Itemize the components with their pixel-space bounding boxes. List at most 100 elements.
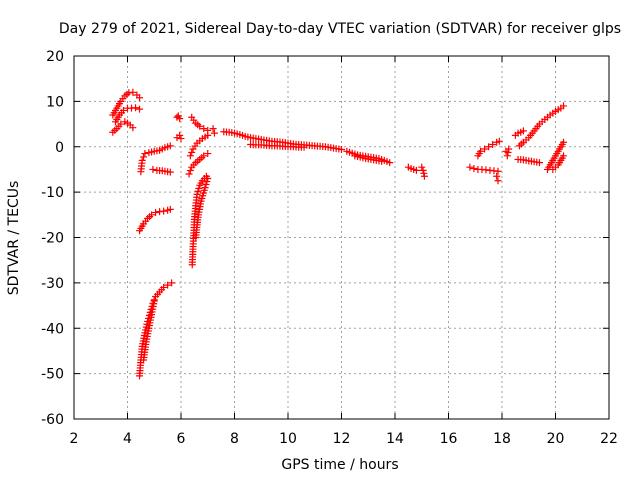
data-points xyxy=(109,88,568,380)
data-point xyxy=(378,157,386,165)
data-point xyxy=(186,152,194,160)
data-point xyxy=(338,145,345,153)
data-point xyxy=(136,105,144,113)
data-point xyxy=(300,143,308,151)
series-arc-ab xyxy=(515,102,568,150)
data-point xyxy=(200,125,208,133)
series-arc-z xyxy=(502,145,513,160)
series-arc-t xyxy=(351,152,386,165)
series-arc-ac xyxy=(514,155,543,167)
data-point xyxy=(420,169,428,177)
series-arc-aa xyxy=(511,127,527,139)
data-point xyxy=(160,207,168,215)
data-point xyxy=(196,122,204,130)
data-point xyxy=(129,124,137,132)
data-point xyxy=(185,170,193,178)
data-point xyxy=(129,88,137,96)
data-point xyxy=(119,106,127,114)
y-tick-label: 0 xyxy=(55,140,64,156)
chart-title: Day 279 of 2021, Sidereal Day-to-day VTE… xyxy=(59,21,621,37)
data-point xyxy=(193,190,201,198)
data-point xyxy=(419,166,427,174)
x-tick-label: 10 xyxy=(279,431,297,447)
data-point xyxy=(136,94,144,102)
data-point xyxy=(141,150,149,158)
x-tick-label: 20 xyxy=(547,431,565,447)
x-tick-label: 22 xyxy=(600,431,618,447)
x-tick-label: 12 xyxy=(333,431,351,447)
series-arc-a xyxy=(109,88,144,119)
series-arc-y xyxy=(493,172,502,185)
data-point xyxy=(209,125,217,133)
series-arc-r xyxy=(247,140,308,151)
data-point xyxy=(485,143,493,151)
y-tick-label: 10 xyxy=(46,94,64,110)
data-point xyxy=(503,152,511,160)
series-arc-e xyxy=(149,165,174,176)
data-point xyxy=(412,166,420,174)
x-tick-label: 18 xyxy=(493,431,511,447)
data-point xyxy=(201,184,209,192)
x-axis-label: GPS time / hours xyxy=(281,457,398,473)
data-point xyxy=(495,137,503,145)
data-point xyxy=(494,177,502,185)
x-tick-label: 6 xyxy=(177,431,186,447)
data-point xyxy=(204,126,212,134)
y-axis-label: SDTVAR / TECUs xyxy=(6,181,22,296)
data-point xyxy=(166,168,174,176)
data-point xyxy=(560,138,568,146)
data-point xyxy=(186,167,194,175)
series-arc-o xyxy=(188,113,212,134)
x-tick-labels: 2 4 6 8 10 12 14 16 18 20 22 xyxy=(70,431,618,447)
x-tick-label: 4 xyxy=(123,431,132,447)
series-arc-b xyxy=(111,104,144,126)
series-arc-w xyxy=(466,163,502,175)
data-point xyxy=(489,140,497,148)
y-tick-label: -60 xyxy=(41,412,64,428)
data-point xyxy=(519,127,527,135)
data-point xyxy=(140,153,148,161)
series-arc-l xyxy=(185,150,212,178)
data-point xyxy=(194,187,202,195)
x-tick-label: 8 xyxy=(230,431,239,447)
data-point xyxy=(477,147,485,155)
series-arc-i xyxy=(173,112,184,123)
data-point xyxy=(164,281,172,289)
data-point xyxy=(470,165,478,173)
data-point xyxy=(494,167,502,175)
data-point xyxy=(138,156,146,164)
series-arc-n xyxy=(192,175,212,241)
data-point xyxy=(160,283,168,291)
data-point xyxy=(166,205,174,213)
data-point xyxy=(168,279,176,287)
y-tick-label: -40 xyxy=(41,321,64,337)
data-point xyxy=(493,172,501,180)
data-point xyxy=(204,150,212,158)
tick-layer xyxy=(73,55,610,420)
data-point xyxy=(505,145,513,153)
grid-layer xyxy=(74,56,609,419)
data-point xyxy=(481,145,489,153)
data-point xyxy=(152,209,160,217)
y-tick-label: -50 xyxy=(41,367,64,383)
data-point xyxy=(176,131,184,139)
data-point xyxy=(560,102,568,110)
y-tick-label: -10 xyxy=(41,185,64,201)
data-point xyxy=(202,181,210,189)
series-arc-u xyxy=(404,163,420,174)
data-point xyxy=(166,142,174,150)
series-arc-m xyxy=(188,172,210,269)
x-tick-label: 2 xyxy=(70,431,79,447)
y-tick-label: 20 xyxy=(46,49,64,65)
data-point xyxy=(195,184,203,192)
series-arc-v xyxy=(418,163,428,180)
data-point xyxy=(188,148,196,156)
data-point xyxy=(132,104,140,112)
data-point xyxy=(560,152,568,160)
data-point xyxy=(117,120,125,128)
x-tick-label: 16 xyxy=(440,431,458,447)
data-point xyxy=(535,159,543,167)
data-point xyxy=(150,297,158,305)
series-arc-ad xyxy=(543,138,568,173)
